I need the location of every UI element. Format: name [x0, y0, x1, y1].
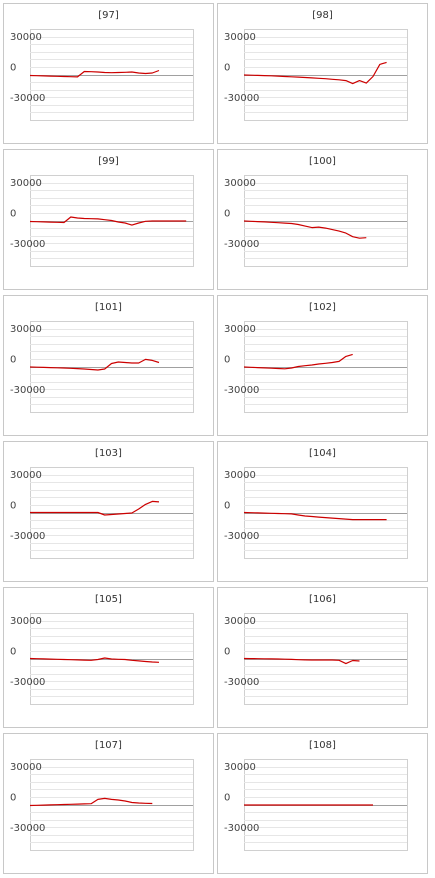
- y-tick-label: -30000: [10, 823, 45, 834]
- y-tick-label: 30000: [224, 616, 256, 627]
- chart-svg: 30000 0 -30000: [10, 29, 194, 121]
- chart-svg: 30000 0 -30000: [10, 467, 194, 559]
- y-tick-label: 0: [10, 63, 16, 74]
- chart-title: [100]: [309, 156, 336, 167]
- chart-svg: 30000 0 -30000: [224, 467, 408, 559]
- series-line: [243, 657, 360, 665]
- y-tick-label: 30000: [10, 762, 42, 773]
- y-tick-label: 30000: [10, 32, 42, 43]
- y-tick-label: -30000: [10, 531, 45, 542]
- chart-svg: 30000 0 -30000: [10, 759, 194, 851]
- chart-panel: [104] 30000 0 -30000: [217, 441, 428, 582]
- y-tick-label: 0: [224, 793, 230, 804]
- series-line: [243, 220, 367, 239]
- y-tick-label: 30000: [224, 178, 256, 189]
- y-tick-label: 0: [224, 63, 230, 74]
- y-tick-label: 30000: [224, 762, 256, 773]
- y-tick-label: 30000: [10, 324, 42, 335]
- chart-panel: [101] 30000 0 -30000: [3, 295, 214, 436]
- chart-panel: [103] 30000 0 -30000: [3, 441, 214, 582]
- y-tick-label: -30000: [10, 239, 45, 250]
- chart-svg: 30000 0 -30000: [10, 321, 194, 413]
- chart-title: [99]: [98, 156, 119, 167]
- chart-title: [108]: [309, 740, 336, 751]
- chart-title: [98]: [312, 10, 333, 21]
- chart-title: [105]: [95, 594, 122, 605]
- y-tick-label: 0: [224, 209, 230, 220]
- chart-title: [103]: [95, 448, 122, 459]
- chart-svg: 30000 0 -30000: [224, 321, 408, 413]
- y-tick-label: 0: [10, 501, 16, 512]
- y-tick-label: 30000: [10, 470, 42, 481]
- y-tick-label: 0: [224, 647, 230, 658]
- y-tick-label: -30000: [224, 93, 259, 104]
- chart-title: [97]: [98, 10, 119, 21]
- chart-svg: 30000 0 -30000: [224, 175, 408, 267]
- chart-svg: 30000 0 -30000: [224, 759, 408, 851]
- y-tick-label: -30000: [10, 93, 45, 104]
- chart-panel: [105] 30000 0 -30000: [3, 587, 214, 728]
- y-tick-label: 30000: [10, 178, 42, 189]
- chart-panel: [100] 30000 0 -30000: [217, 149, 428, 290]
- chart-svg: 30000 0 -30000: [10, 175, 194, 267]
- series-line: [29, 657, 160, 663]
- series-line: [29, 216, 187, 226]
- series-line: [243, 353, 353, 370]
- y-tick-label: 0: [224, 501, 230, 512]
- y-tick-label: -30000: [224, 385, 259, 396]
- y-tick-label: -30000: [224, 677, 259, 688]
- chart-svg: 30000 0 -30000: [224, 29, 408, 121]
- y-tick-label: -30000: [10, 677, 45, 688]
- chart-title: [102]: [309, 302, 336, 313]
- chart-panel: [107] 30000 0 -30000: [3, 733, 214, 874]
- y-tick-label: 30000: [224, 470, 256, 481]
- y-tick-label: 0: [10, 355, 16, 366]
- chart-panel: [108] 30000 0 -30000: [217, 733, 428, 874]
- chart-panel: [106] 30000 0 -30000: [217, 587, 428, 728]
- y-tick-label: 30000: [224, 32, 256, 43]
- series-line: [29, 69, 160, 78]
- series-line: [243, 511, 387, 521]
- series-line: [29, 797, 153, 807]
- chart-panel: [99] 30000 0 -30000: [3, 149, 214, 290]
- y-tick-label: -30000: [224, 823, 259, 834]
- y-tick-label: 0: [10, 793, 16, 804]
- series-line: [243, 61, 387, 85]
- y-tick-label: 0: [224, 355, 230, 366]
- y-tick-label: -30000: [10, 385, 45, 396]
- y-tick-label: 30000: [10, 616, 42, 627]
- chart-svg: 30000 0 -30000: [10, 613, 194, 705]
- chart-title: [101]: [95, 302, 122, 313]
- chart-panel: [98] 30000 0 -30000: [217, 3, 428, 144]
- chart-title: [107]: [95, 740, 122, 751]
- y-tick-label: 30000: [224, 324, 256, 335]
- chart-panel: [97] 30000 0 -30000: [3, 3, 214, 144]
- y-tick-label: -30000: [224, 531, 259, 542]
- y-tick-label: 0: [10, 647, 16, 658]
- y-tick-label: -30000: [224, 239, 259, 250]
- y-tick-label: 0: [10, 209, 16, 220]
- series-line: [30, 500, 160, 516]
- series-line: [29, 358, 160, 371]
- chart-title: [106]: [309, 594, 336, 605]
- chart-svg: 30000 0 -30000: [224, 613, 408, 705]
- chart-title: [104]: [309, 448, 336, 459]
- chart-panel: [102] 30000 0 -30000: [217, 295, 428, 436]
